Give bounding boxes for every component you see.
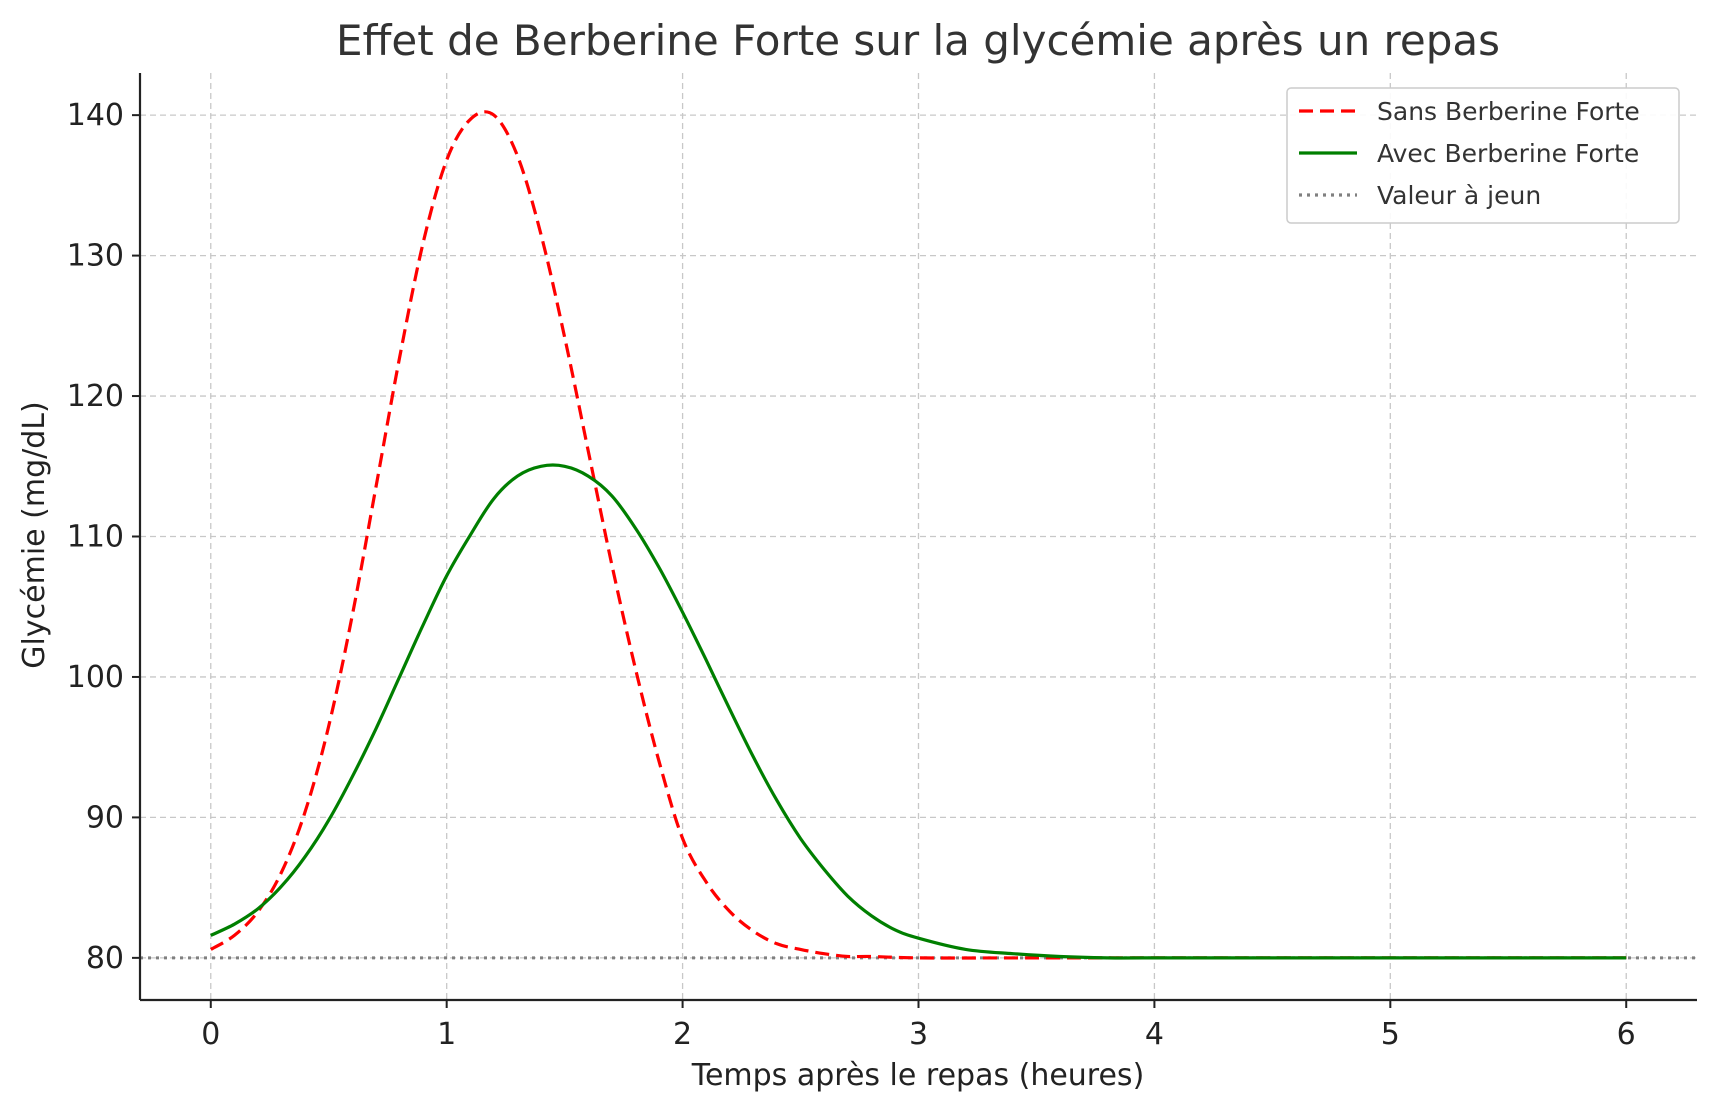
- x-tick-label: 0: [201, 1017, 220, 1052]
- grid: [140, 73, 1697, 1000]
- legend-box: [1286, 87, 1680, 224]
- y-tick-label: 90: [86, 800, 124, 835]
- x-tick-label: 5: [1381, 1017, 1400, 1052]
- legend-label-1: Avec Berberine Forte: [1377, 139, 1639, 168]
- y-tick-label: 110: [67, 520, 124, 555]
- y-tick-label: 80: [86, 941, 124, 976]
- series: [140, 110, 1697, 960]
- y-axis-label: Glycémie (mg/dL): [17, 401, 52, 668]
- x-tick-label: 4: [1145, 1017, 1164, 1052]
- y-tick-label: 140: [67, 98, 124, 133]
- chart-title: Effet de Berberine Forte sur la glycémie…: [336, 16, 1500, 65]
- axes: [132, 73, 1697, 1008]
- tick-labels: 0 1 2 3 4 5 6 80 90 100 110 120 130 140: [67, 98, 1636, 1052]
- x-tick-label: 1: [437, 1017, 456, 1052]
- x-axis-label: Temps après le repas (heures): [691, 1058, 1145, 1093]
- legend-label-0: Sans Berberine Forte: [1377, 97, 1640, 126]
- legend: Sans Berberine Forte Avec Berberine Forte…: [1286, 87, 1680, 224]
- y-tick-label: 100: [67, 660, 124, 695]
- series-line-0: [209, 110, 1627, 960]
- y-tick-label: 120: [67, 379, 124, 414]
- legend-label-2: Valeur à jeun: [1377, 181, 1541, 210]
- x-tick-label: 2: [673, 1017, 692, 1052]
- x-tick-label: 6: [1617, 1017, 1636, 1052]
- series-line-1: [210, 463, 1627, 960]
- x-tick-label: 3: [909, 1017, 928, 1052]
- y-tick-label: 130: [67, 239, 124, 274]
